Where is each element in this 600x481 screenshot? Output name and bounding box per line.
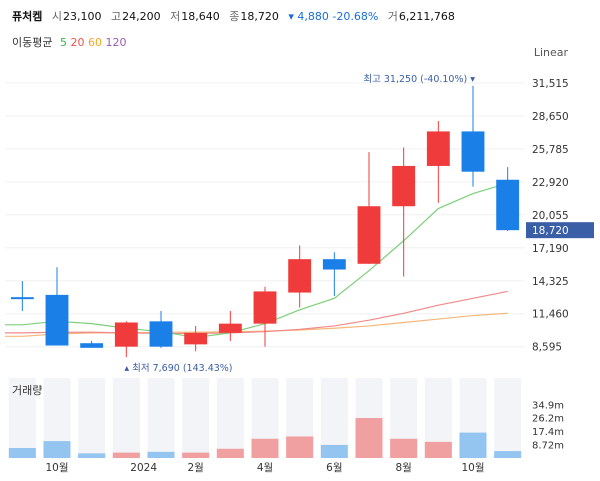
ma20-line xyxy=(5,290,508,335)
candle-body-6 xyxy=(218,323,242,333)
open-value: 23,100 xyxy=(63,10,102,23)
candles xyxy=(10,85,520,358)
candle-body-1 xyxy=(45,294,69,346)
moving-average-label: 이동평균 xyxy=(12,36,53,49)
candle-body-14 xyxy=(496,179,520,231)
high-label: 고 xyxy=(111,10,122,23)
volume-title: 거래량 xyxy=(12,384,42,397)
y-tick-5: 17,190 xyxy=(532,243,569,255)
y-tick-8: 8,595 xyxy=(532,342,562,354)
volume-column-backgrounds xyxy=(8,378,522,458)
x-label-1: 2024 xyxy=(130,462,157,474)
close-label: 종 xyxy=(229,10,240,23)
ma60-line xyxy=(5,312,508,337)
volume-bg-3 xyxy=(112,378,140,458)
volume-value: 6,211,768 xyxy=(398,10,455,23)
y-tick-4: 20,055 xyxy=(532,210,569,222)
volume-bg-14 xyxy=(494,378,522,458)
volume-bar-0 xyxy=(8,448,36,458)
y-tick-0: 31,515 xyxy=(532,78,569,90)
x-label-2: 2월 xyxy=(187,462,203,474)
x-label-5: 8월 xyxy=(395,462,411,474)
volume-bg-9 xyxy=(320,378,348,458)
ma-5[interactable]: 5 xyxy=(59,36,67,49)
min-annotation: ▴ 최저 7,690 (143.43%) xyxy=(124,363,232,374)
low-label: 저 xyxy=(170,10,181,23)
y-tick-2: 25,785 xyxy=(532,144,569,156)
volume-bar-10 xyxy=(355,418,383,458)
volume-bar-6 xyxy=(216,448,244,458)
volume-bar-13 xyxy=(459,432,487,458)
candle-body-5 xyxy=(184,332,208,345)
max-annotation: 최고 31,250 (-40.10%) ▾ xyxy=(363,74,475,85)
moving-average-legend[interactable]: 이동평균 5 20 60 120 xyxy=(12,34,126,50)
x-label-4: 6월 xyxy=(326,462,342,474)
candle-body-13 xyxy=(461,131,485,172)
current-price-tag xyxy=(526,222,594,239)
volume-bar-11 xyxy=(390,438,418,458)
x-label-0: 10월 xyxy=(45,462,68,474)
ma-60[interactable]: 60 xyxy=(87,36,102,49)
volume-label: 거 xyxy=(387,10,398,23)
volume-bar-8 xyxy=(286,436,314,458)
annotations: 최고 31,250 (-40.10%) ▾ ▴ 최저 7,690 (143.43%… xyxy=(124,74,475,374)
volume-bar-12 xyxy=(424,441,452,458)
open-label: 시 xyxy=(51,10,62,23)
volume-bg-6 xyxy=(216,378,244,458)
volume-bg-4 xyxy=(147,378,175,458)
volume-tick-0: 34.9m xyxy=(532,400,564,411)
volume-tick-1: 26.2m xyxy=(532,414,564,425)
volume-bar-4 xyxy=(147,451,175,458)
moving-average-lines xyxy=(5,182,508,339)
volume-bar-7 xyxy=(251,438,279,458)
stock-name: 퓨처켐 xyxy=(12,10,43,23)
volume-bar-2 xyxy=(78,453,106,458)
volume-bars xyxy=(8,418,522,458)
low-value: 18,640 xyxy=(181,10,220,23)
y-tick-3: 22,920 xyxy=(532,177,569,189)
y-axis: 31,515 28,650 25,785 22,920 20,055 17,190 14,3… xyxy=(526,78,594,354)
volume-bg-0 xyxy=(8,378,36,458)
candle-body-10 xyxy=(357,206,381,264)
candle-body-3 xyxy=(114,322,138,347)
ma5-line xyxy=(5,182,508,339)
current-price-label: 18,720 xyxy=(532,225,569,237)
volume-bg-2 xyxy=(78,378,106,458)
candle-body-4 xyxy=(149,321,173,347)
volume-bg-5 xyxy=(182,378,210,458)
x-label-6: 10월 xyxy=(461,462,484,474)
y-tick-1: 28,650 xyxy=(532,111,569,123)
candle-body-11 xyxy=(392,165,416,207)
volume-tick-2: 17.4m xyxy=(532,427,564,438)
high-value: 24,200 xyxy=(122,10,161,23)
candle-body-8 xyxy=(288,259,312,293)
x-axis: 10월 2024 2월 4월 6월 8월 10월 xyxy=(45,462,484,474)
candle-body-0 xyxy=(10,297,34,300)
volume-bar-1 xyxy=(43,441,71,458)
x-label-3: 4월 xyxy=(257,462,273,474)
volume-tick-3: 8.72m xyxy=(532,441,564,452)
candle-body-9 xyxy=(322,259,346,270)
volume-axis: 거래량 34.9m 26.2m 17.4m 8.72m xyxy=(12,384,564,452)
volume-bar-5 xyxy=(182,452,210,458)
candle-body-2 xyxy=(80,343,104,348)
candle-body-7 xyxy=(253,291,277,324)
scale-toggle[interactable]: Linear xyxy=(533,46,568,59)
ma-120[interactable]: 120 xyxy=(105,36,127,49)
volume-bar-14 xyxy=(494,451,522,458)
candle-body-12 xyxy=(426,131,450,166)
stock-header: 퓨처켐 시23,100 고24,200 저18,640 종18,720 ▾ 4,… xyxy=(12,8,461,24)
close-value: 18,720 xyxy=(240,10,279,23)
volume-bar-3 xyxy=(112,452,140,458)
y-tick-7: 11,460 xyxy=(532,309,569,321)
change-value: ▾ 4,880 -20.68% xyxy=(288,10,379,23)
y-tick-6: 14,325 xyxy=(532,276,569,288)
volume-bar-9 xyxy=(320,444,348,458)
ma-20[interactable]: 20 xyxy=(70,36,85,49)
